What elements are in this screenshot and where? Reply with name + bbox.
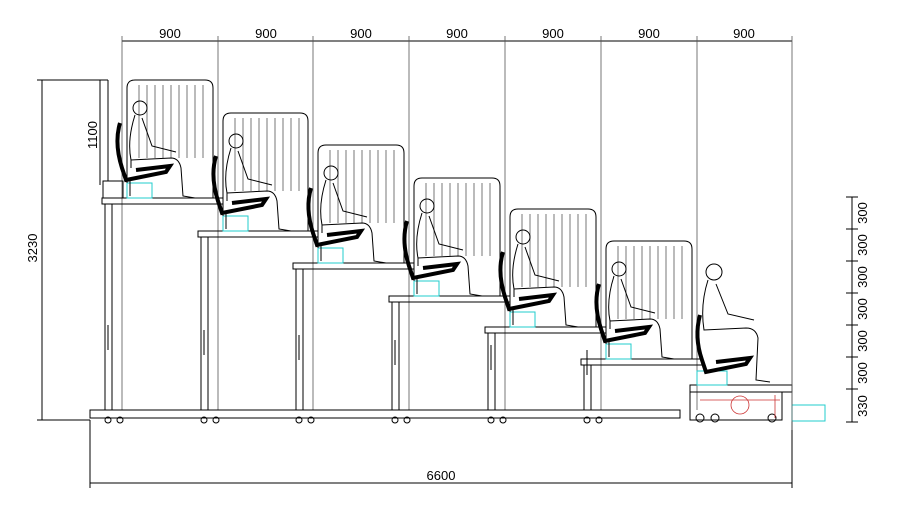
top-dimension-label: 900	[542, 26, 564, 41]
step-height-label: 300	[855, 234, 870, 256]
step-height-label: 300	[855, 330, 870, 352]
platform-deck	[197, 230, 319, 238]
seated-person	[512, 243, 579, 328]
step-box	[413, 280, 440, 297]
seating-tier	[580, 240, 703, 424]
foot-wheel	[295, 416, 303, 424]
wagon-wheel	[767, 413, 777, 423]
platform-deck	[689, 384, 793, 393]
foot-wheel	[307, 416, 315, 424]
seated-person	[225, 147, 292, 232]
top-dimension-label: 900	[350, 26, 372, 41]
railing-frame	[222, 112, 309, 231]
top-dimension-label: 900	[159, 26, 181, 41]
platform-deck	[580, 358, 703, 366]
person-head	[132, 100, 148, 116]
seated-person	[416, 212, 483, 297]
chair	[115, 122, 175, 183]
top-dimension-label: 900	[255, 26, 277, 41]
base-frame	[89, 409, 681, 419]
foot-wheel	[403, 416, 411, 424]
person-head	[705, 263, 723, 281]
step-height-label: 300	[855, 202, 870, 224]
step-box	[605, 343, 632, 360]
seating-tier	[197, 112, 319, 424]
rear-platform	[102, 180, 124, 199]
foot-wheel	[212, 416, 220, 424]
step-height-label: 330	[855, 395, 870, 417]
platform-deck	[484, 326, 607, 334]
top-dimension-label: 900	[733, 26, 755, 41]
wagon-wheel	[710, 413, 720, 423]
seating-tier	[101, 79, 224, 424]
platform-deck	[101, 197, 224, 205]
railing-frame	[413, 177, 501, 296]
platform-deck	[388, 295, 511, 303]
person-head	[323, 165, 339, 181]
chair	[695, 314, 755, 375]
seating-tier	[388, 177, 511, 424]
top-dimension-label: 900	[638, 26, 660, 41]
foot-wheel	[391, 416, 399, 424]
foot-wheel	[487, 416, 495, 424]
seated-person	[129, 114, 196, 199]
seating-tier	[292, 144, 415, 424]
seated-person	[608, 275, 675, 360]
step-height-label: 300	[855, 362, 870, 384]
railing-frame	[509, 208, 597, 327]
step-box	[126, 182, 153, 199]
railing-frame	[126, 79, 214, 198]
person-head	[611, 261, 627, 277]
railing-frame	[317, 144, 405, 263]
mobile-wagon-tier	[689, 240, 826, 430]
seated-person	[702, 279, 771, 383]
person-head	[515, 229, 531, 245]
seating-tier	[484, 208, 607, 424]
foot-wheel	[200, 416, 208, 424]
foot-wheel	[595, 416, 603, 424]
step-box	[317, 247, 344, 264]
chair	[211, 155, 271, 216]
platform-deck	[292, 262, 415, 270]
person-head	[419, 198, 435, 214]
grandstand-structure	[89, 79, 826, 430]
person-head	[228, 133, 244, 149]
dimension-lines	[37, 36, 858, 488]
chair	[594, 283, 654, 344]
foot-wheel	[499, 416, 507, 424]
foot-wheel	[116, 416, 124, 424]
step-height-label: 300	[855, 298, 870, 320]
step-box	[509, 311, 536, 328]
chair	[498, 251, 558, 312]
step-box	[222, 215, 249, 232]
step-box	[696, 370, 728, 386]
railing-frame	[605, 240, 693, 359]
foot-wheel	[583, 416, 591, 424]
overall-height-label: 3230	[25, 234, 40, 263]
wagon-chassis	[689, 391, 783, 421]
wagon-wheel-hub	[730, 395, 750, 415]
seated-person	[320, 179, 387, 264]
step-box	[791, 404, 826, 422]
step-height-label: 300	[855, 266, 870, 288]
wagon-wheel	[695, 413, 705, 423]
overall-width-label: 6600	[427, 468, 456, 483]
foot-wheel	[104, 416, 112, 424]
top-dimension-label: 900	[446, 26, 468, 41]
chair	[306, 187, 366, 248]
chair	[402, 220, 462, 281]
dimension-labels: 900 900 900 900 900 900 900 6600 3230 11…	[25, 26, 870, 483]
railing-height-label: 1100	[85, 121, 100, 149]
